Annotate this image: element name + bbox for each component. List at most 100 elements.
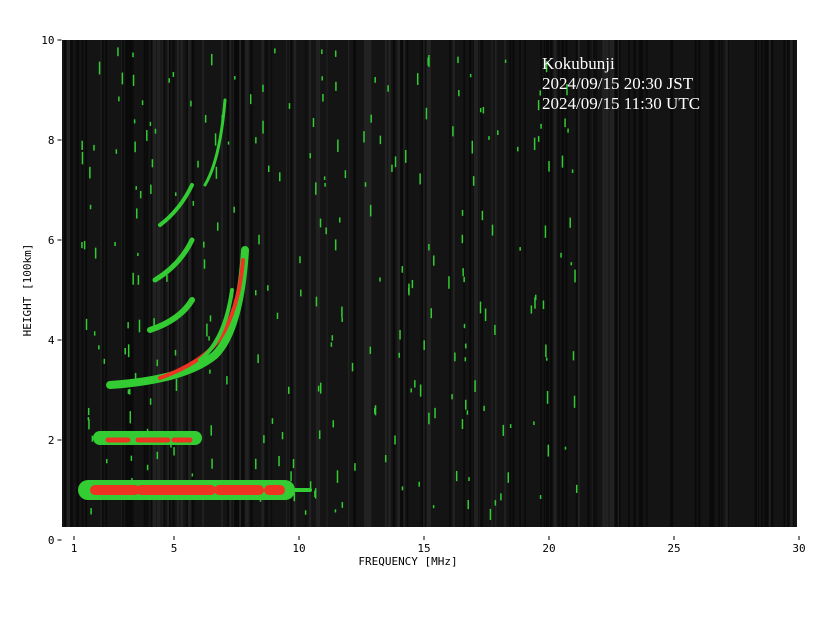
speck — [401, 486, 404, 491]
stripe — [546, 40, 549, 527]
speck — [149, 121, 152, 126]
stripe — [367, 40, 370, 527]
stripe — [188, 40, 191, 527]
speck — [533, 137, 536, 151]
speck — [398, 352, 400, 358]
stripe — [81, 40, 84, 527]
stripe — [368, 40, 372, 527]
speck — [539, 495, 542, 499]
stripe — [670, 40, 674, 527]
speck — [325, 227, 327, 235]
speck — [463, 276, 465, 283]
x-tick-label: 5 — [171, 542, 178, 555]
speck — [192, 200, 195, 206]
speck — [516, 146, 519, 152]
trace-hop — [152, 237, 195, 283]
speck — [545, 344, 547, 358]
speck — [575, 484, 578, 493]
stripe — [261, 40, 264, 527]
speck — [267, 165, 270, 173]
speck — [136, 208, 138, 219]
speck — [537, 136, 540, 142]
speck — [423, 340, 425, 351]
speck — [465, 343, 467, 349]
stripe — [605, 40, 608, 527]
speck — [464, 357, 467, 362]
stripe — [698, 40, 701, 527]
stripe — [192, 40, 195, 527]
speck — [190, 100, 192, 107]
stripe — [347, 40, 350, 527]
speck — [215, 166, 218, 179]
speck — [469, 73, 472, 78]
speck — [153, 318, 155, 327]
speck — [173, 447, 175, 456]
stripe — [565, 40, 568, 527]
speck — [507, 472, 510, 483]
speck — [290, 471, 292, 482]
stripe — [233, 40, 237, 527]
speck — [321, 49, 323, 55]
stripe — [603, 40, 606, 527]
speck — [85, 318, 88, 331]
stripe — [640, 40, 644, 527]
stripe — [587, 40, 590, 527]
speck — [399, 329, 401, 340]
speck — [530, 305, 533, 314]
speck — [203, 259, 206, 269]
speck — [288, 386, 290, 394]
speck — [330, 342, 333, 347]
speck — [394, 435, 396, 445]
echo-traces — [78, 98, 312, 500]
speck — [401, 266, 404, 273]
speck — [137, 252, 139, 257]
speck — [135, 186, 137, 190]
speck — [91, 435, 94, 442]
stripe — [512, 40, 515, 527]
stripe — [452, 40, 455, 527]
time-utc: 2024/09/15 11:30 UTC — [542, 94, 700, 113]
stripe — [638, 40, 642, 527]
stripe — [792, 40, 794, 527]
stripe — [602, 40, 604, 527]
speck — [141, 100, 144, 106]
stripe — [221, 40, 223, 527]
speck — [410, 388, 412, 393]
speck — [369, 346, 372, 354]
speck — [337, 139, 339, 152]
speck — [332, 420, 335, 428]
speck — [133, 119, 136, 124]
speck — [137, 275, 140, 285]
x-tick-label: 20 — [542, 542, 555, 555]
stripe — [606, 40, 609, 527]
speck — [471, 140, 474, 154]
speck — [494, 500, 497, 506]
stripe — [424, 40, 426, 527]
speck — [461, 234, 464, 244]
speck — [341, 317, 343, 322]
speck — [331, 335, 334, 341]
speck — [545, 357, 548, 361]
speck — [434, 407, 436, 419]
speck — [544, 225, 547, 238]
stripe — [150, 40, 153, 527]
speck — [156, 451, 159, 460]
y-tick-label: 4 — [48, 334, 55, 347]
speck — [262, 120, 264, 134]
stripe — [169, 40, 171, 527]
speck — [204, 114, 207, 123]
stripe — [403, 40, 405, 527]
stripe — [426, 40, 429, 527]
stripe — [595, 40, 597, 527]
stripe — [151, 40, 155, 527]
y-tick-label: 8 — [48, 134, 55, 147]
stripe — [406, 40, 409, 527]
stripe — [449, 40, 451, 527]
stripe — [66, 40, 70, 527]
speck — [234, 76, 236, 80]
speck — [335, 81, 337, 91]
trace-hop — [147, 297, 195, 333]
speck — [226, 376, 228, 385]
stripe — [721, 40, 723, 527]
speck — [427, 57, 429, 66]
